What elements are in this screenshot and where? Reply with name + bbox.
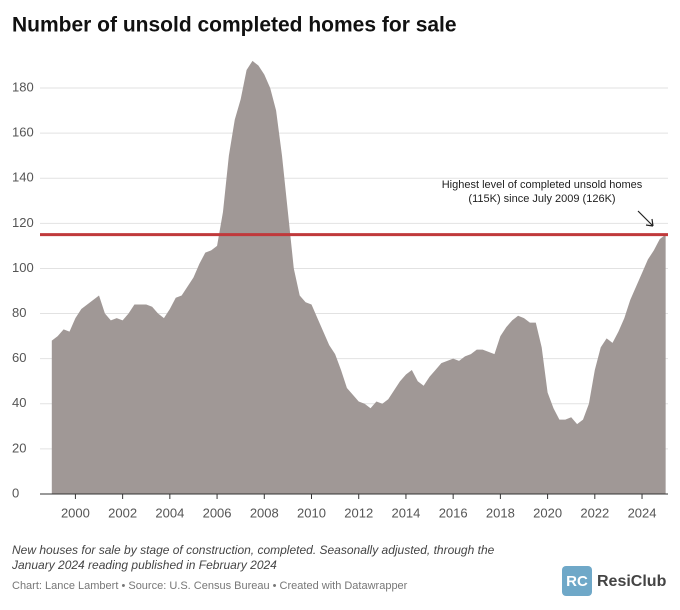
y-tick-label: 180 [12,79,34,94]
note: New houses for sale by stage of construc… [12,543,495,557]
annotation: Highest level of completed unsold homes [442,179,643,191]
x-tick-label: 2004 [155,505,184,520]
plot: 0 20 40 60 80 100 120 140 160 180 2000 2002 2004 2006… [12,60,668,520]
y-tick-label: 0 [12,485,19,500]
y-tick-label: 40 [12,395,26,410]
chart-title: Number of unsold completed homes for sal… [12,14,457,37]
x-tick-label: 2022 [580,505,609,520]
logo-icon [562,566,592,596]
y-tick-label: 20 [12,440,26,455]
annotation: (115K) since July 2009 (126K) [468,193,615,205]
logo: RC ResiClub [562,566,667,596]
x-tick-label: 2014 [391,505,420,520]
y-tick-label: 140 [12,170,34,185]
brand: ResiClub [597,573,667,590]
x-tick-label: 2012 [344,505,373,520]
note: January 2024 reading published in Februa… [11,558,277,572]
x-tick-label: 2024 [628,505,657,520]
x-tick-label: 2020 [533,505,562,520]
y-tick-label: 80 [12,305,26,320]
y-tick-label: 60 [12,350,26,365]
x-tick-label: 2010 [297,505,326,520]
y-tick-label: 120 [12,215,34,230]
y-tick-label: 100 [12,260,34,275]
x-tick-label: 2002 [108,505,137,520]
x-tick-label: 2018 [486,505,515,520]
area [51,60,666,494]
y-tick-label: 160 [12,125,34,140]
x-tick-label: 2006 [203,505,232,520]
source: Chart: Lance Lambert • Source: U.S. Cens… [12,580,408,592]
x-tick-label: 2016 [439,505,468,520]
x-tick-label: 2000 [61,505,90,520]
annotation-arrow [637,210,654,227]
x-tick-label: 2008 [250,505,279,520]
logo-mark: RC [566,573,588,590]
